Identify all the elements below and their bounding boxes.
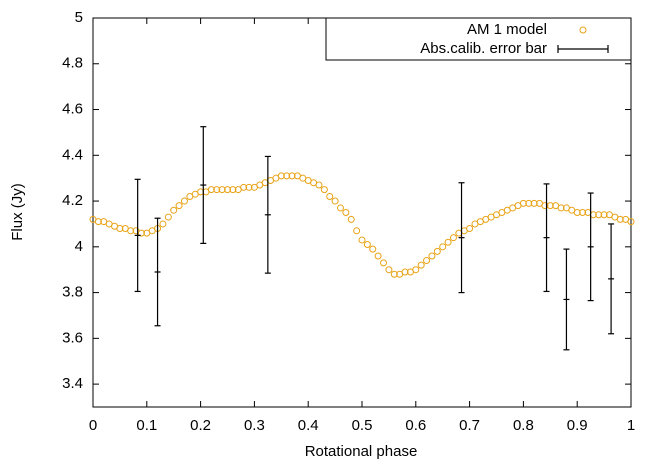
y-tick-label: 4 [75,238,83,255]
model-point [159,220,167,228]
y-axis-label: Flux (Jy) [9,183,26,241]
model-point [224,186,231,194]
model-point [288,172,296,180]
model-point [423,257,431,265]
model-point [433,247,441,255]
model-point [331,197,339,205]
model-point [444,238,452,246]
model-point [385,266,393,274]
model-point [579,209,587,216]
model-point [363,241,371,249]
x-tick-label: 0.2 [190,417,211,434]
error-bar [543,183,550,293]
x-tick-label: 0.9 [567,417,588,434]
model-point [525,199,533,207]
model-point [137,229,145,237]
model-point [170,206,178,214]
model-point [428,252,436,260]
error-bar [563,248,570,351]
error-bar [587,192,594,302]
x-tick-label: 0.6 [405,417,426,434]
model-point [439,243,447,251]
model-point [336,204,344,212]
x-tick-label: 0.3 [244,417,265,434]
error-bar [200,126,207,244]
plot-frame [92,17,632,408]
model-point [616,215,624,223]
model-point [519,199,527,207]
y-tick-label: 5 [75,9,83,26]
model-point [320,186,328,194]
model-point [358,236,366,244]
model-point [627,218,635,226]
error-bar [264,155,271,274]
model-point [94,218,102,226]
model-point [175,202,183,210]
legend-label: Abs.calib. error bar [420,40,547,57]
y-tick-label: 3.4 [62,375,83,392]
model-point [595,211,603,219]
model-point [374,252,382,260]
model-point [390,270,398,278]
model-point [240,183,248,191]
y-tick-label: 3.8 [62,284,83,301]
x-tick-label: 0.8 [513,417,534,434]
model-point [245,183,253,191]
legend-box [325,17,632,61]
y-tick-label: 4.2 [62,192,83,209]
model-point [541,202,549,210]
y-tick-label: 4.8 [62,55,83,72]
model-point [218,186,226,194]
model-point [600,211,608,219]
model-point [347,215,355,223]
x-axis-label: Rotational phase [305,443,418,460]
x-tick-label: 0.7 [459,417,480,434]
model-point [229,186,237,194]
x-tick-label: 1 [627,417,635,434]
model-point [326,192,334,200]
x-tick-label: 0.5 [352,417,373,434]
model-point [164,213,172,221]
model-point [315,181,323,189]
x-tick-label: 0.1 [136,417,157,434]
model-point [557,204,565,212]
error-bar [134,178,141,293]
model-point [353,227,361,235]
model-point [277,172,285,180]
legend-label: AM 1 model [467,21,547,38]
model-point [412,266,420,274]
error-bar [154,217,161,327]
model-point [116,225,124,233]
x-tick-label: 0 [89,417,97,434]
model-point [417,261,425,269]
x-tick-label: 0.4 [298,417,319,434]
model-point [283,172,291,180]
model-point [449,234,457,242]
model-point [401,268,409,276]
y-tick-label: 4.4 [62,146,83,163]
model-point [213,186,221,194]
error-bar [608,223,615,335]
model-point [342,209,350,216]
model-point [369,245,377,253]
y-tick-label: 3.6 [62,329,83,346]
error-bar [458,182,465,294]
model-point [127,227,135,235]
model-point [466,225,474,233]
model-point [380,259,388,267]
legend-symbol [579,26,587,34]
y-tick-label: 4.6 [62,100,83,117]
model-point [207,186,215,194]
model-point [546,202,554,210]
model-point [180,197,188,205]
model-point [530,199,538,207]
model-point [573,209,581,216]
